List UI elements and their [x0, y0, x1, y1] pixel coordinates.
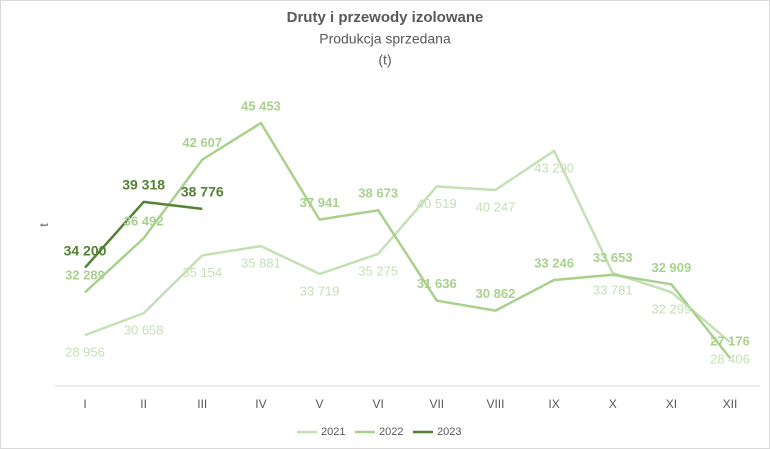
x-tick-label: X	[609, 397, 617, 411]
x-tick-label: V	[316, 397, 324, 411]
data-label: 45 453	[241, 98, 281, 113]
data-label: 40 247	[476, 199, 516, 214]
data-label: 31 636	[417, 276, 457, 291]
data-label: 38 673	[358, 186, 398, 201]
data-label: 28 406	[710, 352, 750, 367]
data-label: 33 653	[593, 250, 633, 265]
data-label: 37 941	[300, 195, 340, 210]
legend-label: 2022	[379, 426, 403, 438]
legend-label: 2023	[437, 426, 461, 438]
x-tick-label: IV	[255, 397, 266, 411]
data-label: 33 246	[534, 255, 574, 270]
data-label: 38 776	[181, 184, 224, 200]
data-label: 35 275	[358, 263, 398, 278]
data-label: 32 909	[651, 260, 691, 275]
data-label: 42 607	[182, 135, 222, 150]
x-tick-label: XI	[666, 397, 677, 411]
legend-label: 2021	[321, 426, 345, 438]
data-label: 35 154	[182, 265, 222, 280]
y-axis-label: t	[37, 223, 51, 227]
x-tick-label: II	[140, 397, 147, 411]
data-label: 32 289	[65, 268, 105, 283]
x-tick-label: VII	[429, 397, 444, 411]
series-line	[84, 121, 731, 359]
data-label: 33 781	[593, 283, 633, 298]
data-label: 27 176	[710, 333, 750, 348]
x-tick-label: I	[83, 397, 86, 411]
data-label: 35 881	[241, 256, 281, 271]
chart-subtitle: Produkcja sprzedana	[319, 31, 451, 47]
x-tick-label: III	[197, 397, 207, 411]
data-label: 30 658	[124, 323, 164, 338]
data-label: 39 318	[122, 177, 165, 193]
data-label: 43 290	[534, 160, 574, 175]
data-label: 36 492	[124, 214, 164, 229]
data-label: 33 719	[300, 283, 340, 298]
data-label: 30 862	[476, 286, 516, 301]
chart-title: Druty i przewody izolowane	[287, 9, 484, 26]
series-line	[84, 200, 203, 269]
x-tick-label: VIII	[486, 397, 504, 411]
x-tick-label: XII	[723, 397, 738, 411]
unit-label: (t)	[378, 52, 391, 68]
data-label: 40 519	[417, 196, 457, 211]
data-label: 32 299	[651, 302, 691, 317]
data-label: 34 200	[64, 242, 107, 258]
data-label: 28 956	[65, 345, 105, 360]
x-tick-label: VI	[373, 397, 384, 411]
x-tick-label: IX	[548, 397, 559, 411]
